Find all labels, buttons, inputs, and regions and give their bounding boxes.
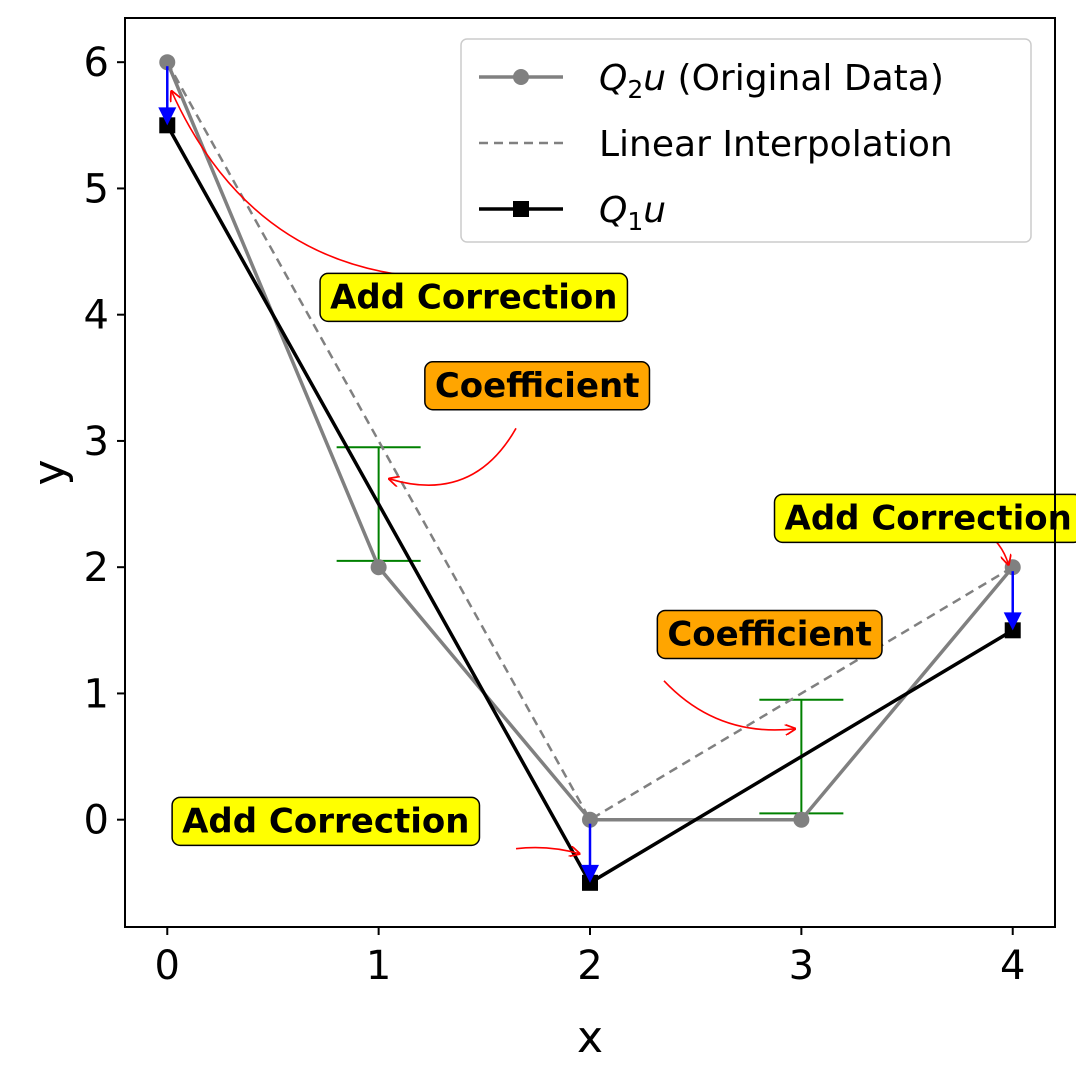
legend-text: (Original Data): [666, 58, 944, 99]
data-point-q2u: [582, 811, 598, 828]
y-tick-label: 4: [84, 293, 109, 339]
annotation-text: Coefficient: [667, 614, 872, 654]
legend-marker: [513, 201, 529, 217]
y-tick-label: 0: [84, 798, 109, 844]
y-tick-label: 5: [84, 166, 109, 212]
y-tick-label: 2: [84, 545, 109, 591]
legend-label: Linear Interpolation: [599, 124, 953, 165]
annotation-label: Coefficient: [656, 609, 883, 660]
legend-math-subscript: 2: [627, 75, 643, 104]
annotation-label: Coefficient: [424, 361, 651, 411]
x-tick-label: 3: [789, 943, 814, 989]
annotation-text: Add Correction: [785, 498, 1072, 538]
annotation-arrow: [663, 680, 795, 730]
legend-label: Q1u: [599, 190, 666, 236]
data-point-q2u: [793, 811, 810, 828]
correction-arrow-head: [158, 107, 177, 126]
x-tick-label: 2: [577, 943, 602, 989]
annotation-label: Add Correction: [773, 493, 1076, 544]
annotation-box: [171, 796, 481, 847]
x-tick-label: 1: [366, 943, 391, 989]
legend-math-variable: u: [643, 58, 666, 99]
correction-arrow-head: [1003, 612, 1022, 631]
data-point-q2u: [370, 559, 387, 576]
correction-arrow-head: [581, 864, 599, 883]
annotation-box: [773, 493, 1076, 544]
legend-box: [460, 38, 1032, 243]
annotation-arrow: [515, 848, 579, 854]
y-tick-label: 1: [84, 671, 109, 717]
annotation-box: [319, 272, 629, 323]
legend-math-variable: u: [643, 190, 666, 231]
annotation-label: Add Correction: [319, 272, 629, 323]
annotation-text: Coefficient: [435, 366, 640, 406]
legend-label: Q2u (Original Data): [599, 58, 944, 104]
series-line-interp: [166, 61, 1014, 821]
legend-math-prefix: Q: [599, 190, 627, 231]
x-tick-label: 0: [155, 943, 180, 989]
legend-math-prefix: Q: [599, 58, 627, 99]
x-tick-label: 4: [1000, 943, 1025, 989]
annotation-label: Add Correction: [171, 796, 481, 847]
y-tick-label: 6: [84, 40, 109, 86]
legend-text: Linear Interpolation: [599, 124, 953, 165]
annotation-text: Add Correction: [182, 801, 469, 841]
legend-marker: [513, 69, 529, 85]
y-axis-label: y: [24, 459, 75, 485]
annotation-box: [656, 609, 883, 660]
y-tick-label: 3: [84, 419, 109, 465]
annotation-arrow: [389, 427, 517, 485]
annotation-box: [424, 361, 651, 411]
x-axis-label: x: [577, 1012, 603, 1063]
data-point-q2u: [159, 54, 176, 71]
legend-math-subscript: 1: [627, 207, 643, 236]
annotation-text: Add Correction: [330, 277, 617, 317]
